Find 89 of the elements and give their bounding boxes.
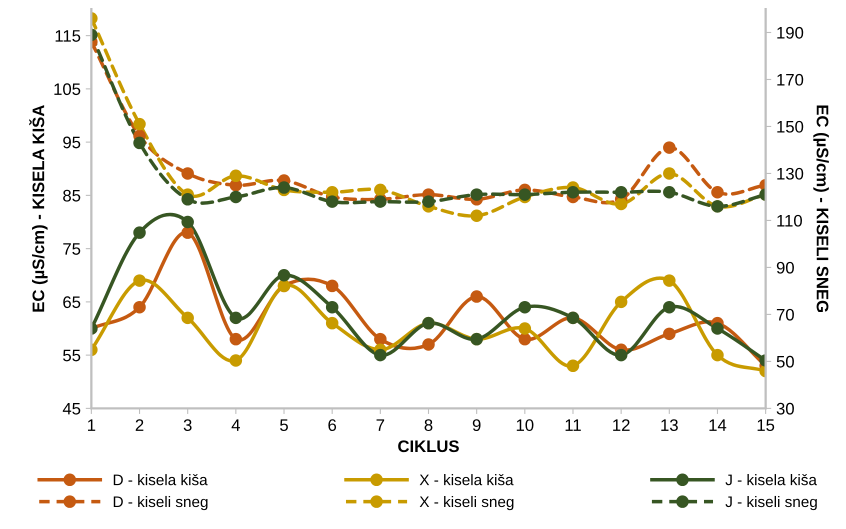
point: [374, 332, 387, 346]
x-tick-label: 12: [613, 419, 630, 431]
point: [470, 290, 483, 303]
x-tick-label: 2: [136, 419, 144, 431]
x-tick-label: 14: [709, 419, 726, 431]
x-tick-label: 8: [424, 419, 432, 432]
y2-axis-title: EC (µS/cm) - KISELI SNEG: [813, 105, 829, 312]
y2-tick-label: 90: [776, 262, 794, 274]
point: [614, 198, 628, 210]
point: [278, 269, 290, 282]
x-tick-label: 15: [758, 419, 774, 432]
x-tick-label: 9: [472, 419, 481, 432]
y-tick-label: 85: [63, 190, 80, 202]
point: [230, 332, 242, 346]
x-tick-label: 3: [184, 419, 192, 432]
point: [326, 195, 338, 208]
point: [133, 274, 146, 287]
point: [663, 274, 676, 287]
point: [230, 354, 242, 367]
point: [374, 184, 387, 196]
y2-tick-label: 110: [777, 214, 802, 227]
point: [470, 209, 483, 222]
point: [422, 338, 435, 351]
legend-label: X - kiseli sneg: [420, 496, 514, 510]
point: [181, 167, 194, 180]
point: [566, 186, 580, 198]
point: [663, 167, 676, 180]
point: [470, 188, 483, 201]
legend-label: X - kisela kiša: [420, 474, 514, 486]
point: [374, 348, 387, 362]
point: [711, 322, 724, 335]
legend-label: D - kiseli sneg: [114, 496, 208, 510]
y2-tick-label: 30: [776, 402, 794, 415]
point: [711, 186, 724, 198]
point: [614, 186, 628, 198]
x-tick-label: 11: [566, 419, 581, 431]
y2-tick-label: 190: [777, 26, 804, 39]
point: [614, 348, 628, 362]
point: [663, 141, 676, 154]
point: [133, 118, 146, 130]
point: [326, 280, 338, 292]
y2-tick-label: 70: [776, 308, 794, 321]
x-tick-label: 13: [661, 419, 678, 432]
legend-label: D - kisela kiša: [114, 474, 208, 486]
point: [326, 300, 338, 314]
point: [663, 328, 676, 340]
y-tick-label: 65: [63, 296, 80, 308]
point: [518, 300, 532, 314]
y-axis-title: EC (µS/cm) - KISELA KIŠA: [29, 105, 48, 312]
point: [711, 348, 724, 362]
point: [133, 300, 146, 314]
point: [518, 322, 532, 335]
y-tick-label: 95: [63, 136, 80, 148]
y2-tick-label: 130: [777, 168, 804, 180]
point: [133, 226, 146, 239]
point: [181, 193, 194, 206]
y-tick-label: 105: [54, 83, 80, 96]
y2-tick-label: 50: [776, 356, 794, 368]
point: [181, 226, 194, 239]
y-tick-label: 115: [56, 30, 80, 42]
point: [278, 181, 290, 194]
legend-label: J - kiseli sneg: [725, 496, 817, 510]
x-tick-label: 6: [328, 419, 336, 432]
point: [230, 170, 242, 182]
point: [230, 312, 242, 324]
y-tick-label: 75: [63, 243, 80, 255]
x-tick-label: 7: [376, 419, 384, 431]
point: [663, 186, 676, 198]
point: [566, 360, 580, 372]
point: [518, 332, 532, 346]
point: [663, 300, 676, 314]
y-tick-label: 45: [62, 402, 80, 415]
y2-tick-label: 170: [777, 74, 804, 86]
point: [230, 190, 242, 204]
x-tick-label: 5: [280, 419, 288, 432]
point: [181, 312, 194, 324]
point: [614, 296, 628, 308]
y2-tick-label: 150: [777, 120, 804, 133]
y-tick-label: 55: [63, 350, 80, 362]
point: [518, 188, 532, 201]
x-tick-label: 1: [88, 419, 96, 431]
x-axis-title: CIKLUS: [398, 440, 459, 452]
x-tick-label: 4: [232, 419, 240, 431]
x-tick-label: 10: [516, 419, 534, 432]
point: [422, 195, 435, 208]
point: [326, 316, 338, 330]
point: [133, 136, 146, 150]
point: [181, 216, 194, 228]
legend-label: J - kisela kiša: [725, 474, 817, 486]
